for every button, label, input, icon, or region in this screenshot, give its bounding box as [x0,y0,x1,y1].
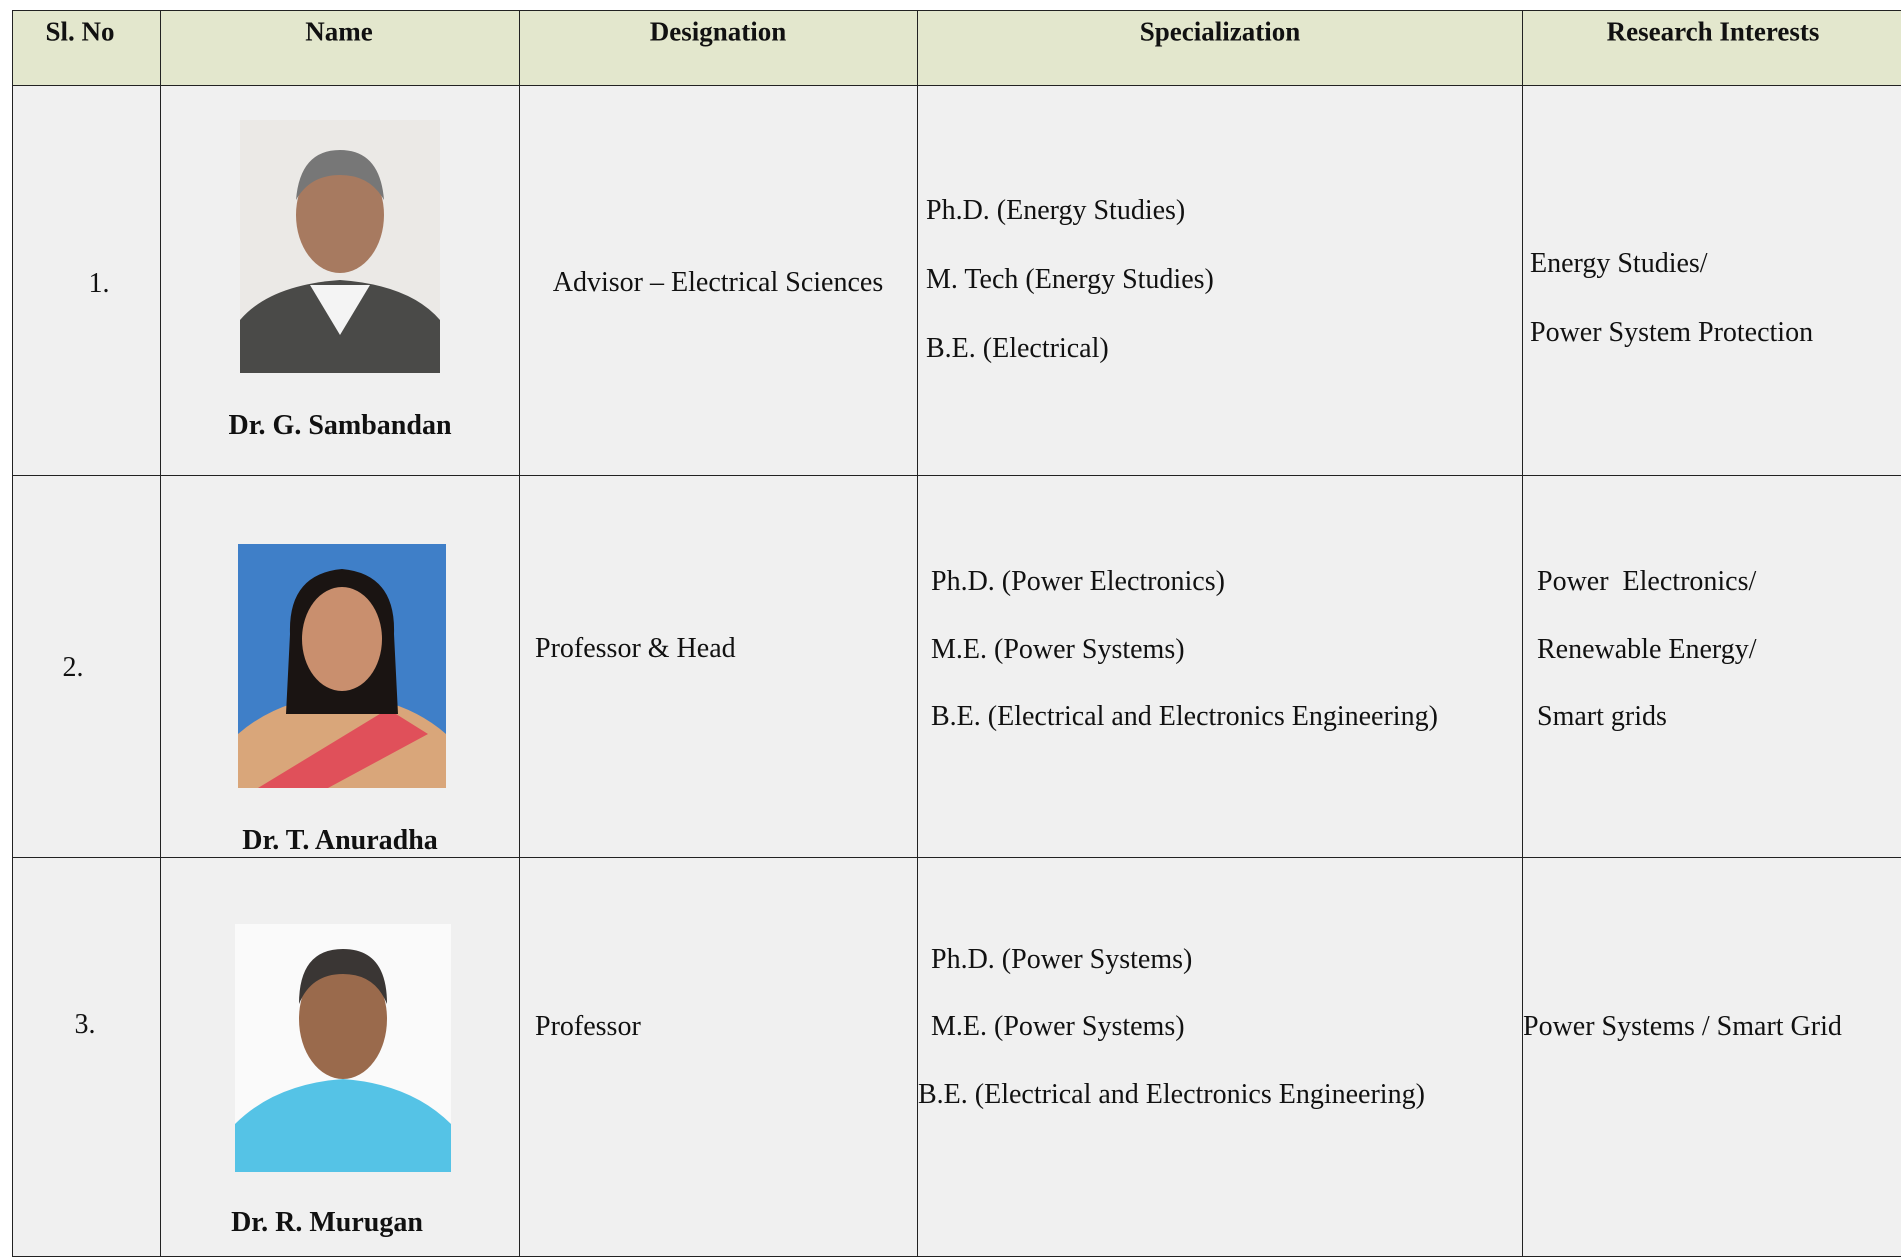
header-text: Research Interests [1606,16,1820,47]
header-cell [160,10,520,86]
body-cell [519,85,918,476]
research-interest: Power Systems / Smart Grid [1523,1011,1842,1042]
faculty-name: Dr. R. Murugan [231,1207,423,1238]
body-cell [519,475,918,858]
body-cell [917,857,1523,1257]
header-text: Sl. No [45,16,115,47]
research-interest: Power System Protection [1530,317,1814,348]
research-interest: Energy Studies/ [1530,248,1708,279]
body-cell [12,85,161,476]
body-cell [917,475,1523,858]
specialization: B.E. (Electrical and Electronics Enginee… [918,1079,1425,1110]
body-cell [12,857,161,1257]
specialization: Ph.D. (Power Electronics) [931,566,1225,597]
body-cell [519,857,918,1257]
body-cell [12,475,161,858]
header-text: Specialization [1139,16,1301,47]
research-interest: Renewable Energy/ [1537,634,1757,665]
header-text: Name [305,16,373,47]
header-cell [917,10,1523,86]
specialization: B.E. (Electrical) [926,333,1109,364]
serial-number: 1. [88,268,110,299]
research-interest: Smart grids [1537,701,1667,732]
body-cell [1522,857,1901,1257]
serial-number: 2. [62,652,84,683]
designation: Professor & Head [535,633,736,664]
photo [235,924,451,1172]
research-interest: Power Electronics/ [1537,566,1757,597]
specialization: M. Tech (Energy Studies) [926,264,1214,295]
specialization: M.E. (Power Systems) [931,1011,1185,1042]
faculty-name: Dr. T. Anuradha [242,825,438,856]
header-cell [1522,10,1901,86]
specialization: Ph.D. (Power Systems) [931,944,1193,975]
body-cell [1522,475,1901,858]
specialization: B.E. (Electrical and Electronics Enginee… [931,701,1438,732]
body-cell [1522,85,1901,476]
designation: Advisor – Electrical Sciences [552,267,884,298]
faculty-name: Dr. G. Sambandan [228,410,452,441]
photo [240,120,440,373]
header-text: Designation [649,16,787,47]
body-cell [917,85,1523,476]
header-cell [12,10,161,86]
photo [238,544,446,788]
designation: Professor [535,1011,641,1042]
specialization: Ph.D. (Energy Studies) [926,195,1186,226]
specialization: M.E. (Power Systems) [931,634,1185,665]
serial-number: 3. [74,1009,96,1040]
